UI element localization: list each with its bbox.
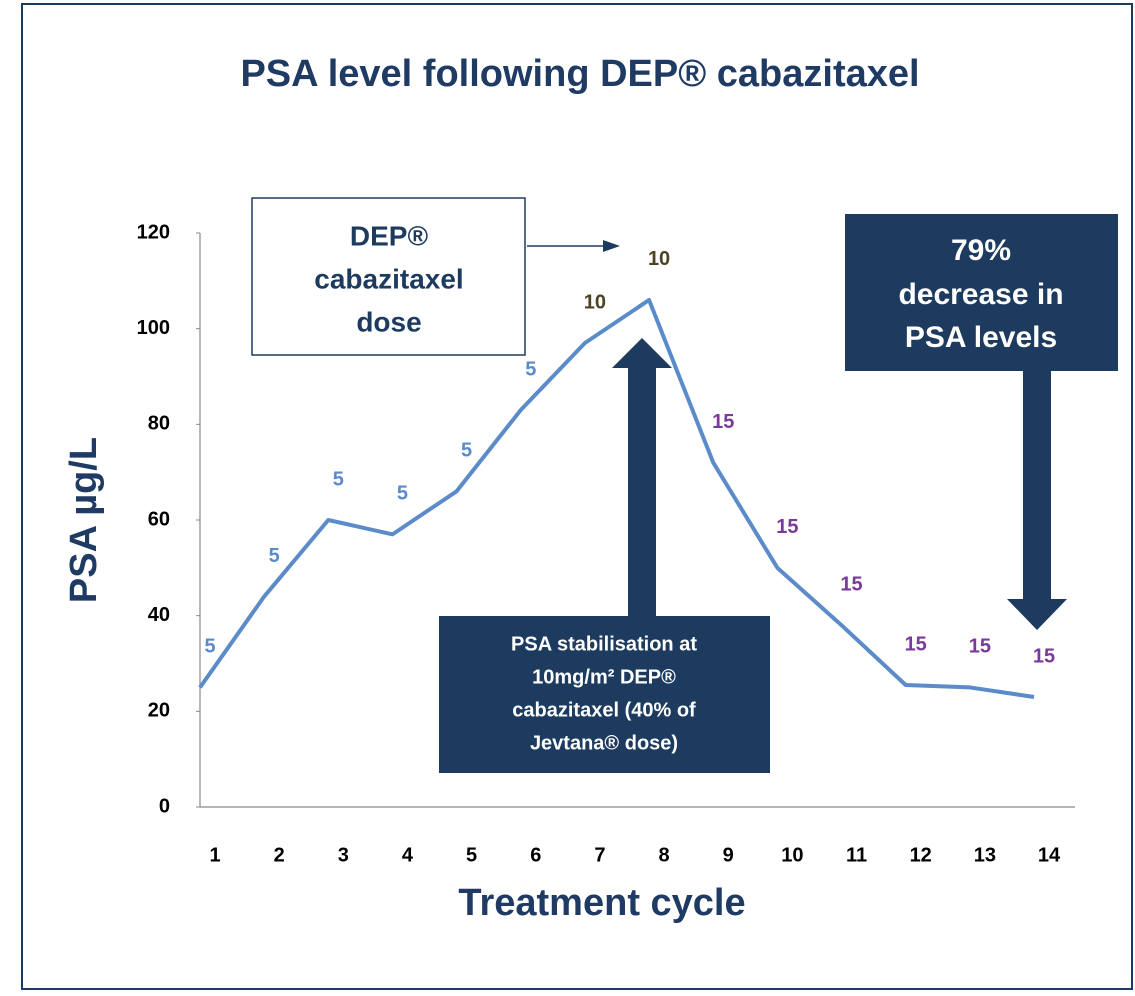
dose-label: 10 [584, 291, 606, 313]
dose-label: 15 [1033, 645, 1055, 667]
data-line [198, 297, 1035, 699]
annotation-text: Jevtana® dose) [530, 732, 678, 754]
annotation-text: DEP® [350, 220, 429, 251]
x-tick-label: 12 [910, 844, 932, 866]
annotation-box [251, 197, 526, 356]
y-axis-label: PSA µg/L [63, 437, 105, 603]
arrow-head [603, 240, 620, 252]
y-tick-label: 0 [159, 795, 170, 817]
x-tick-label: 8 [659, 844, 670, 866]
annotation-text: dose [356, 306, 421, 337]
x-tick-label: 5 [466, 844, 477, 866]
dose-label: 15 [840, 574, 862, 596]
annotation-text: PSA levels [905, 321, 1057, 354]
dose-label: 5 [397, 483, 408, 505]
frame [21, 3, 1133, 990]
dose-label: 5 [204, 636, 215, 658]
x-tick-label: 9 [723, 844, 734, 866]
dose-label: 5 [269, 545, 280, 567]
annotation-text: 10mg/m² DEP® [532, 666, 676, 688]
x-tick-label: 10 [781, 844, 803, 866]
x-axis-label: Treatment cycle [458, 882, 745, 924]
annotation-text: decrease in [898, 278, 1063, 311]
y-tick-label: 80 [148, 413, 170, 435]
x-tick-label: 4 [402, 844, 414, 866]
chart-title: PSA level following DEP® cabazitaxel [240, 53, 919, 95]
dose-label: 5 [525, 358, 536, 380]
annotation-text: cabazitaxel [314, 263, 463, 294]
arrow-head [612, 338, 672, 368]
x-tick-label: 2 [274, 844, 285, 866]
x-tick-label: 14 [1038, 844, 1061, 866]
y-tick-label: 20 [148, 700, 170, 722]
dose-label: 15 [905, 633, 927, 655]
annotation-box [439, 616, 770, 773]
annotation-text: PSA stabilisation at [511, 633, 697, 655]
annotation-box [845, 214, 1118, 371]
x-tick-label: 7 [594, 844, 605, 866]
dose-label: 15 [969, 636, 991, 658]
y-tick-label: 60 [148, 508, 170, 530]
annotation-text: 79% [951, 234, 1011, 267]
arrow [628, 365, 656, 620]
annotation-text: cabazitaxel (40% of [512, 699, 696, 721]
x-tick-label: 11 [846, 844, 867, 866]
y-tick-label: 40 [148, 604, 170, 626]
x-tick-label: 6 [530, 844, 541, 866]
arrow-head [1007, 599, 1067, 630]
y-tick-label: 100 [137, 317, 170, 339]
x-tick-label: 3 [338, 844, 349, 866]
y-tick-label: 120 [137, 221, 170, 243]
x-tick-label: 13 [974, 844, 996, 866]
dose-label: 5 [333, 468, 344, 490]
dose-label: 15 [712, 411, 734, 433]
dose-label: 15 [776, 516, 798, 538]
arrow [1023, 371, 1051, 601]
dose-label: 5 [461, 440, 472, 462]
x-tick-label: 1 [209, 844, 220, 866]
dose-label: 10 [648, 248, 670, 270]
